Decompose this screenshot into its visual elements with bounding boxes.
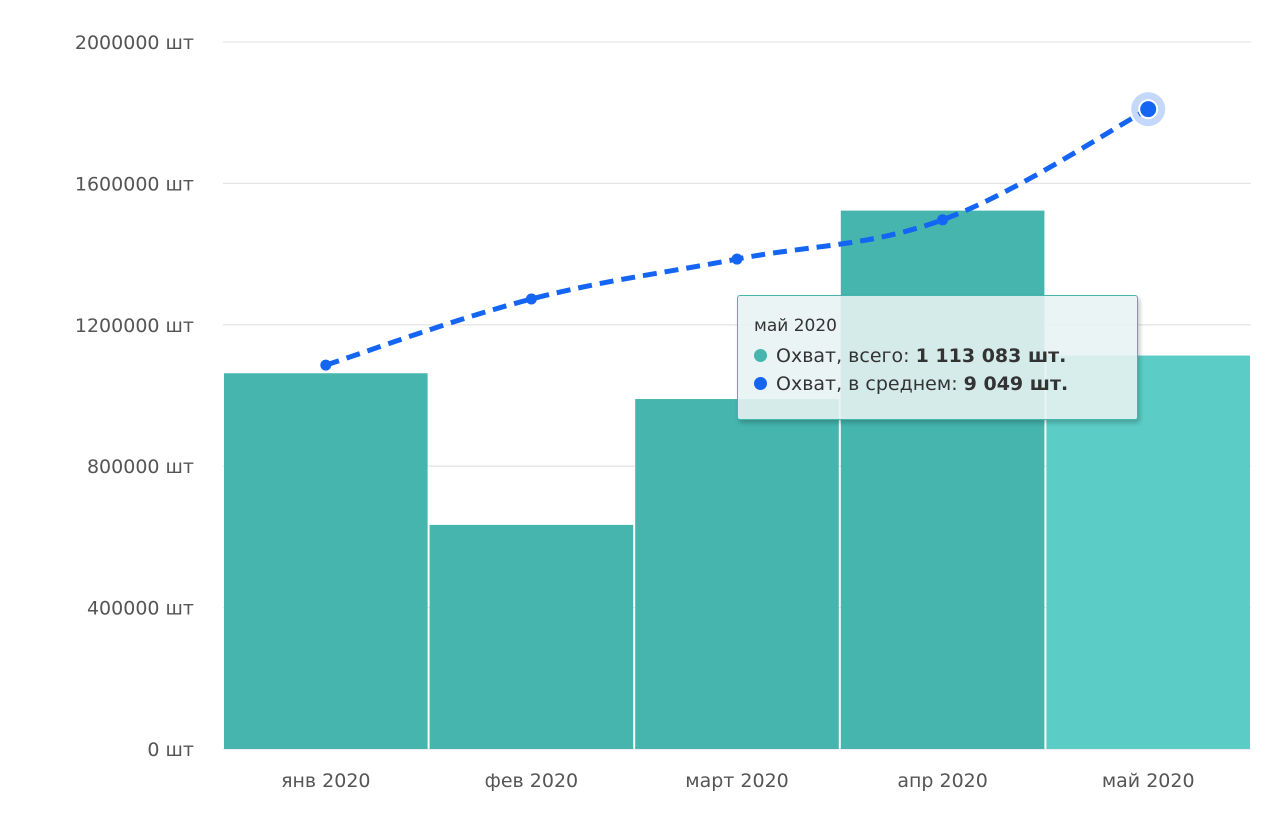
x-tick-label: май 2020	[1102, 770, 1195, 792]
bar[interactable]	[429, 524, 634, 749]
series-marker-average	[754, 377, 767, 390]
x-tick-label: март 2020	[685, 770, 789, 792]
x-axis-labels: янв 2020 фев 2020 март 2020 апр 2020 май 202…	[281, 770, 1194, 792]
bar[interactable]	[840, 210, 1045, 749]
tooltip-row-total: Охват, всего: 1 113 083 шт.	[754, 342, 1123, 370]
x-tick-label: фев 2020	[485, 770, 579, 792]
line-series	[320, 92, 1166, 371]
bar[interactable]	[1046, 355, 1250, 749]
line-point[interactable]	[937, 214, 949, 226]
line-point-active[interactable]	[1138, 99, 1159, 120]
y-tick-label: 1200000 шт	[75, 315, 194, 337]
tooltip: май 2020 Охват, всего: 1 113 083 шт. Охв…	[737, 295, 1138, 420]
y-tick-label: 800000 шт	[87, 456, 194, 478]
tooltip-label-total: Охват, всего:	[776, 345, 916, 367]
x-tick-label: янв 2020	[281, 770, 370, 792]
y-tick-label: 0 шт	[147, 739, 194, 761]
y-tick-label: 2000000 шт	[75, 32, 194, 54]
tooltip-value-average: 9 049 шт.	[963, 373, 1069, 395]
line-point[interactable]	[525, 293, 537, 305]
bar[interactable]	[635, 399, 839, 749]
tooltip-title: май 2020	[754, 316, 837, 336]
line-point[interactable]	[731, 253, 743, 265]
series-marker-total	[754, 349, 767, 362]
y-axis-labels: 0 шт 400000 шт 800000 шт 1200000 шт 1600000 …	[75, 32, 194, 761]
bar-series	[224, 210, 1250, 749]
tooltip-value-total: 1 113 083 шт.	[915, 345, 1067, 367]
bar[interactable]	[224, 373, 428, 749]
tooltip-label-average: Охват, в среднем:	[776, 373, 964, 395]
line-point[interactable]	[320, 359, 332, 371]
y-tick-label: 1600000 шт	[75, 173, 194, 195]
x-tick-label: апр 2020	[897, 770, 988, 792]
tooltip-row-average: Охват, в среднем: 9 049 шт.	[754, 370, 1123, 398]
y-tick-label: 400000 шт	[87, 598, 194, 620]
